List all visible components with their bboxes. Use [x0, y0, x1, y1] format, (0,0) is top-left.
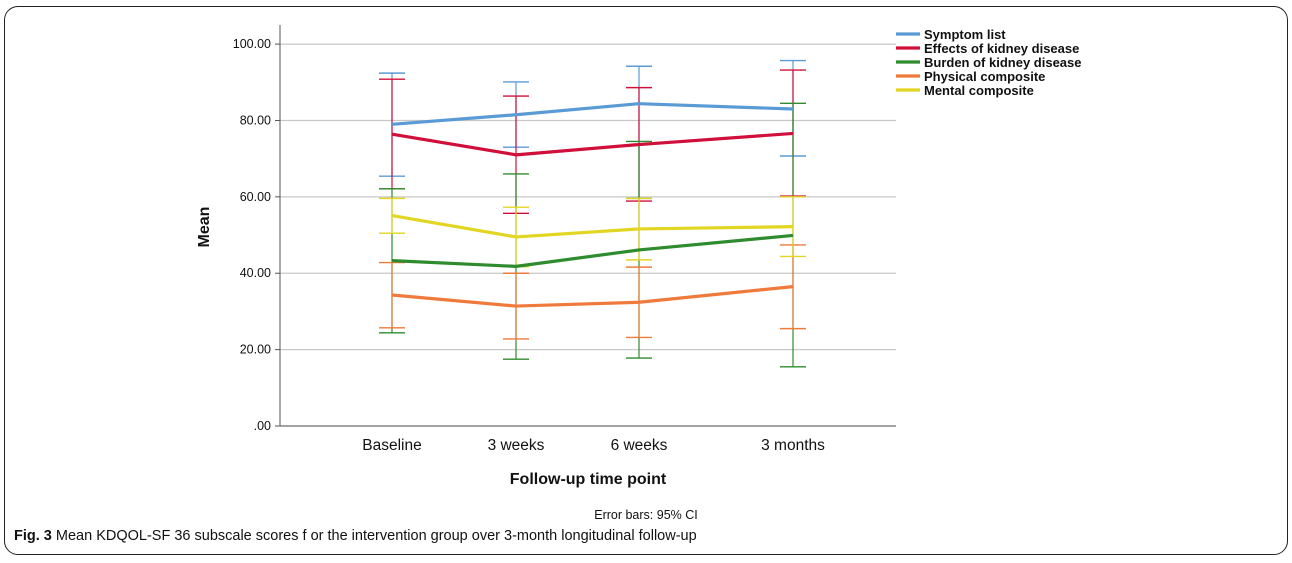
error-bars-footnote: Error bars: 95% CI	[594, 508, 698, 522]
x-tick-label: 3 weeks	[488, 437, 545, 454]
x-tick-label: 6 weeks	[611, 437, 668, 454]
figure-label: Fig. 3	[14, 528, 52, 544]
x-tick-label: 3 months	[761, 437, 825, 454]
figure-frame	[4, 6, 1288, 555]
y-tick-label: 80.00	[240, 113, 271, 127]
y-tick-label: 20.00	[240, 343, 271, 357]
legend-label: Burden of kidney disease	[924, 55, 1082, 70]
series-line-physical-composite	[391, 285, 794, 308]
series-line-burden-of-kidney-disease	[391, 233, 794, 268]
y-tick-label: 100.00	[233, 37, 271, 51]
legend-label: Effects of kidney disease	[924, 41, 1079, 56]
axes: .00 20.00 40.00 60.00 80.00 100.00 Baseline 3 w…	[233, 25, 896, 454]
series-line-symptom-list	[391, 102, 794, 126]
series-line-mental-composite	[391, 213, 794, 239]
series-line-effects-of-kidney-disease	[391, 131, 794, 157]
y-tick-label: 60.00	[240, 190, 271, 204]
legend-label: Symptom list	[924, 27, 1006, 42]
y-axis-label: Mean	[196, 207, 213, 248]
y-tick-label: .00	[254, 419, 271, 433]
legend-label: Physical composite	[924, 69, 1045, 84]
series-lines	[391, 102, 794, 308]
gridlines	[280, 43, 896, 427]
figure-caption-text: Mean KDQOL-SF 36 subscale scores f or th…	[55, 528, 697, 544]
legend-label: Mental composite	[924, 83, 1034, 98]
figure-caption: Fig. 3 Mean KDQOL-SF 36 subscale scores …	[14, 528, 697, 544]
y-tick-label: 40.00	[240, 266, 271, 280]
x-tick-label: Baseline	[362, 437, 421, 454]
x-axis-label: Follow-up time point	[510, 471, 667, 488]
